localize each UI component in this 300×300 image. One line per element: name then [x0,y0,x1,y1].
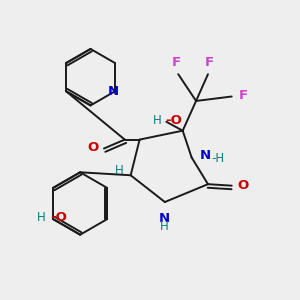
Text: N: N [200,149,211,162]
Text: -O: -O [166,114,182,128]
Text: N: N [159,212,170,224]
Text: F: F [205,56,214,69]
Text: H: H [160,220,169,233]
Text: -H: -H [211,152,224,164]
Text: F: F [172,56,181,69]
Text: -O: -O [50,211,67,224]
Text: O: O [237,179,248,192]
Text: H: H [115,164,123,177]
Text: O: O [87,140,99,154]
Text: F: F [238,89,248,102]
Text: H: H [37,211,46,224]
Text: N: N [108,85,119,98]
Text: H: H [153,114,162,128]
